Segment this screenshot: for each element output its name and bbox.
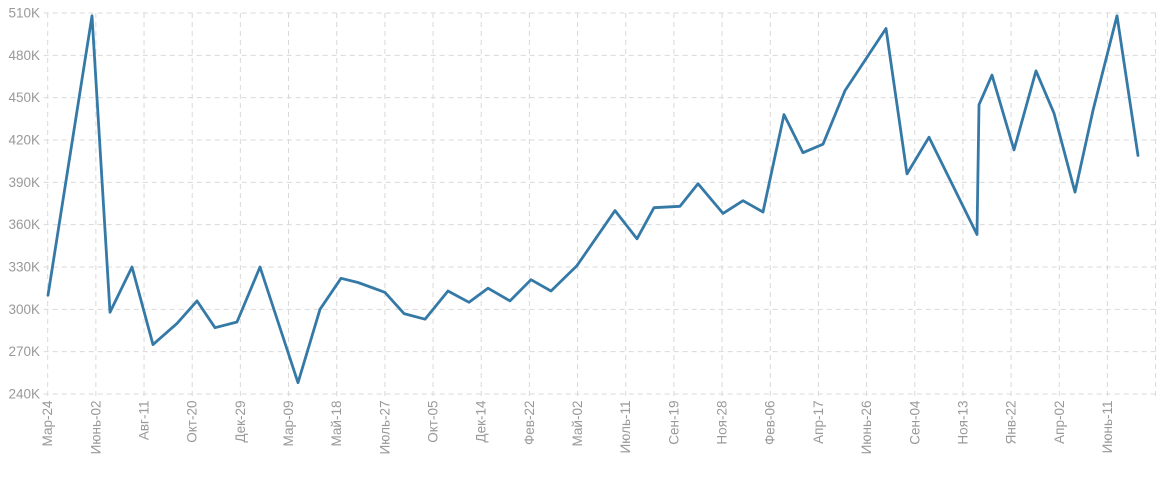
x-axis-label: Авг-11 (137, 401, 152, 441)
x-axis-label: Июнь-26 (859, 401, 874, 455)
x-axis-label: Фев-06 (763, 401, 778, 445)
x-axis-label: Дек-14 (474, 400, 489, 443)
x-axis-label: Окт-05 (426, 401, 441, 443)
x-axis-label: Ноя-13 (955, 401, 970, 445)
x-axis-label: Дек-29 (233, 401, 248, 443)
x-axis-label: Сен-04 (907, 400, 922, 445)
x-axis-label: Апр-17 (811, 401, 826, 444)
y-axis-label: 300K (8, 302, 40, 317)
x-axis-label: Май-18 (329, 401, 344, 447)
x-axis-label: Янв-22 (1004, 401, 1019, 445)
y-axis-label: 510K (8, 6, 40, 21)
y-axis-label: 330K (8, 260, 40, 275)
y-axis-label: 270K (8, 344, 40, 359)
y-axis-label: 480K (8, 48, 40, 63)
x-axis-label: Июль-27 (377, 401, 392, 455)
x-axis-label: Июль-11 (618, 401, 633, 454)
y-axis-label: 450K (8, 90, 40, 105)
series-line (46, 14, 1140, 385)
x-axis-label: Мар-09 (281, 401, 296, 447)
x-axis-label: Мар-24 (40, 400, 55, 446)
x-axis-label: Окт-20 (185, 401, 200, 443)
y-axis-label: 360K (8, 217, 40, 232)
x-axis-label: Апр-02 (1052, 401, 1067, 444)
y-axis-label: 420K (8, 133, 40, 148)
x-axis-label: Ноя-28 (715, 401, 730, 445)
x-axis-label: Сен-19 (666, 401, 681, 445)
x-axis-label: Июнь-02 (88, 401, 103, 455)
y-axis-label: 240K (8, 387, 40, 402)
x-axis-label: Фев-22 (522, 401, 537, 445)
x-axis-label: Июнь-11 (1100, 401, 1115, 454)
x-axis-label: Май-02 (570, 401, 585, 447)
y-axis-label: 390K (8, 175, 40, 190)
